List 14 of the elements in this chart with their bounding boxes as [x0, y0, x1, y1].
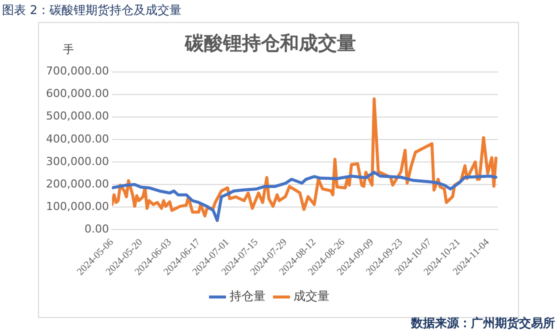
y-tick-label: 600,000.00	[46, 87, 109, 100]
legend-label: 成交量	[294, 289, 330, 304]
y-tick-label: 500,000.00	[46, 110, 109, 123]
source-note: 数据来源：广州期货交易所	[411, 315, 555, 332]
y-tick-label: 0.00	[84, 222, 109, 236]
y-tick-label: 400,000.00	[46, 132, 109, 146]
chart-title: 图表 2：碳酸锂期货持仓及成交量	[2, 2, 182, 19]
y-axis-title: 手	[63, 42, 74, 57]
y-tick-label: 200,000.00	[46, 177, 109, 190]
y-tick-label: 100,000.00	[46, 200, 109, 213]
y-tick-label: 300,000.00	[46, 154, 109, 168]
chart-subtitle: 碳酸锂持仓和成交量	[184, 32, 356, 54]
legend-label: 持仓量	[230, 289, 266, 304]
y-tick-label: 700,000.00	[46, 64, 109, 78]
